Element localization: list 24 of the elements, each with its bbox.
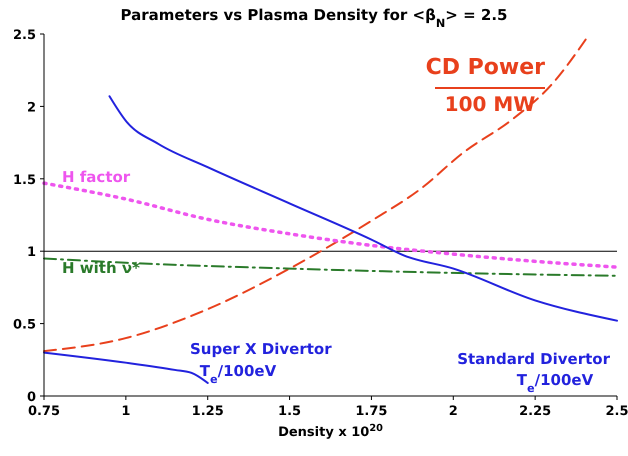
chart-title: Parameters vs Plasma Density for <β$_{N}$> = 2.5 — [120, 6, 508, 30]
y-tick-label: 2.5 — [12, 28, 36, 43]
annotation: 100 MW — [444, 92, 536, 116]
text: Standard Divertor — [457, 350, 611, 368]
x-tick-label: 1 — [121, 404, 130, 419]
series-label: Super X Divertor — [190, 340, 332, 358]
y-tick-label: 1.5 — [12, 172, 36, 188]
x-tick-label: 1.5 — [278, 404, 302, 419]
x-tick-label: 2 — [448, 404, 458, 419]
y-tick-label: 2 — [26, 100, 36, 116]
y-tick-label: 1 — [26, 245, 36, 260]
x-axis-title: Density x 10$^{20}$ — [278, 422, 384, 440]
annotation: T$_{e}$/100eV — [200, 362, 277, 386]
x-tick-label: 2.5 — [605, 404, 628, 419]
annotation: T$_{e}$/100eV — [516, 371, 594, 394]
y-tick-label: 0.5 — [12, 318, 36, 333]
series-label: CD Power — [426, 55, 546, 80]
x-tick-label: 0.75 — [28, 404, 60, 419]
series-label: H factor — [62, 168, 131, 186]
x-tick-label: 2.25 — [519, 404, 552, 419]
y-tick-label: 0 — [26, 390, 36, 405]
x-tick-label: 1.25 — [192, 404, 224, 419]
series-label: H with ν* — [62, 259, 140, 277]
x-tick-label: 1.75 — [355, 404, 388, 419]
